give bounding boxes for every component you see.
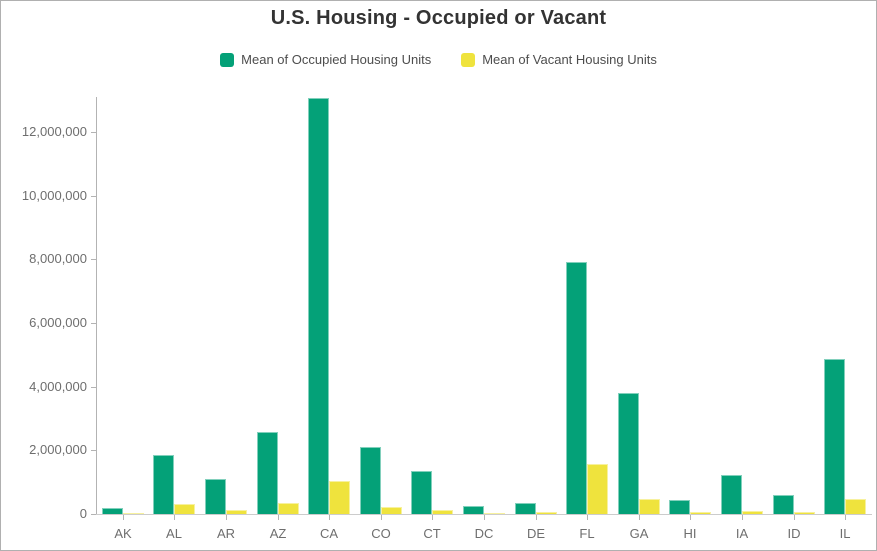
- bar-vacant-CA[interactable]: [329, 481, 350, 514]
- legend-label-occupied: Mean of Occupied Housing Units: [241, 52, 432, 67]
- x-axis-tick: [226, 515, 227, 520]
- y-axis-tick-label: 8,000,000: [29, 251, 87, 266]
- x-axis-tick: [278, 515, 279, 520]
- x-axis-tick: [329, 515, 330, 520]
- y-axis-line: [96, 97, 97, 514]
- x-axis-label-FL: FL: [579, 526, 595, 541]
- bar-vacant-DE[interactable]: [536, 512, 557, 514]
- y-axis-tick-label: 10,000,000: [21, 188, 87, 203]
- y-axis-tick-label: 0: [79, 506, 87, 521]
- x-axis-tick: [432, 515, 433, 520]
- x-axis-label-GA: GA: [629, 526, 649, 541]
- bar-occupied-AR[interactable]: [205, 479, 226, 514]
- bar-occupied-GA[interactable]: [618, 393, 639, 514]
- bar-vacant-ID[interactable]: [794, 512, 815, 514]
- x-axis-tick: [690, 515, 691, 520]
- bar-occupied-AL[interactable]: [153, 455, 174, 514]
- y-axis-tick: [91, 132, 96, 133]
- bar-vacant-AK[interactable]: [123, 513, 144, 514]
- bar-occupied-AK[interactable]: [102, 508, 123, 514]
- chart-title: U.S. Housing - Occupied or Vacant: [270, 7, 607, 29]
- bar-occupied-IA[interactable]: [721, 475, 742, 514]
- vacant-swatch-icon: [461, 52, 476, 67]
- bar-vacant-AZ[interactable]: [278, 503, 299, 514]
- x-axis-tick: [123, 515, 124, 520]
- y-axis-tick: [91, 259, 96, 260]
- x-axis-label-DE: DE: [526, 526, 546, 541]
- y-axis-tick: [91, 450, 96, 451]
- bar-vacant-CT[interactable]: [432, 510, 453, 514]
- x-axis-line: [96, 514, 872, 515]
- x-axis-label-CO: CO: [371, 526, 391, 541]
- y-axis-tick: [91, 196, 96, 197]
- x-axis-tick: [742, 515, 743, 520]
- y-axis-tick: [91, 514, 96, 515]
- bar-vacant-DC[interactable]: [484, 513, 505, 514]
- x-axis-label-AZ: AZ: [269, 526, 287, 541]
- bar-vacant-CO[interactable]: [381, 507, 402, 514]
- x-axis-label-ID: ID: [787, 526, 801, 541]
- x-axis-label-IA: IA: [735, 526, 749, 541]
- bar-vacant-FL[interactable]: [587, 464, 608, 514]
- x-axis-label-AK: AK: [114, 526, 132, 541]
- x-axis-tick: [639, 515, 640, 520]
- legend: Mean of Occupied Housing Units Mean of V…: [1, 52, 876, 67]
- bar-vacant-AR[interactable]: [226, 510, 247, 514]
- x-axis-label-HI: HI: [683, 526, 697, 541]
- bar-vacant-IA[interactable]: [742, 511, 763, 514]
- bar-occupied-FL[interactable]: [566, 262, 587, 514]
- x-axis-label-CT: CT: [423, 526, 441, 541]
- bar-vacant-GA[interactable]: [639, 499, 660, 514]
- x-axis-label-CA: CA: [319, 526, 339, 541]
- bar-vacant-HI[interactable]: [690, 512, 711, 514]
- bar-occupied-ID[interactable]: [773, 495, 794, 514]
- bar-vacant-IL[interactable]: [845, 499, 866, 514]
- bar-occupied-CO[interactable]: [360, 447, 381, 514]
- bar-occupied-DE[interactable]: [515, 503, 536, 514]
- x-axis-label-AR: AR: [216, 526, 236, 541]
- y-axis-tick-label: 12,000,000: [21, 124, 87, 139]
- legend-item-vacant[interactable]: Mean of Vacant Housing Units: [461, 52, 657, 67]
- x-axis-tick: [845, 515, 846, 520]
- x-axis-tick: [484, 515, 485, 520]
- x-axis-tick: [174, 515, 175, 520]
- x-axis-label-DC: DC: [474, 526, 494, 541]
- bar-occupied-IL[interactable]: [824, 359, 845, 514]
- x-axis-label-AL: AL: [166, 526, 182, 541]
- x-axis-tick: [794, 515, 795, 520]
- y-axis-tick-label: 4,000,000: [29, 379, 87, 394]
- x-axis-label-IL: IL: [839, 526, 851, 541]
- y-axis-tick: [91, 387, 96, 388]
- y-axis-tick-label: 6,000,000: [29, 315, 87, 330]
- y-axis-tick-label: 2,000,000: [29, 442, 87, 457]
- x-axis-tick: [381, 515, 382, 520]
- y-axis-tick: [91, 323, 96, 324]
- bar-occupied-DC[interactable]: [463, 506, 484, 514]
- bar-occupied-AZ[interactable]: [257, 432, 278, 514]
- bar-occupied-HI[interactable]: [669, 500, 690, 514]
- bar-occupied-CT[interactable]: [411, 471, 432, 514]
- legend-item-occupied[interactable]: Mean of Occupied Housing Units: [220, 52, 431, 67]
- x-axis-tick: [536, 515, 537, 520]
- occupied-swatch-icon: [220, 52, 235, 67]
- x-axis-tick: [587, 515, 588, 520]
- legend-label-vacant: Mean of Vacant Housing Units: [482, 52, 657, 67]
- bar-occupied-CA[interactable]: [308, 98, 329, 514]
- bar-vacant-AL[interactable]: [174, 504, 195, 514]
